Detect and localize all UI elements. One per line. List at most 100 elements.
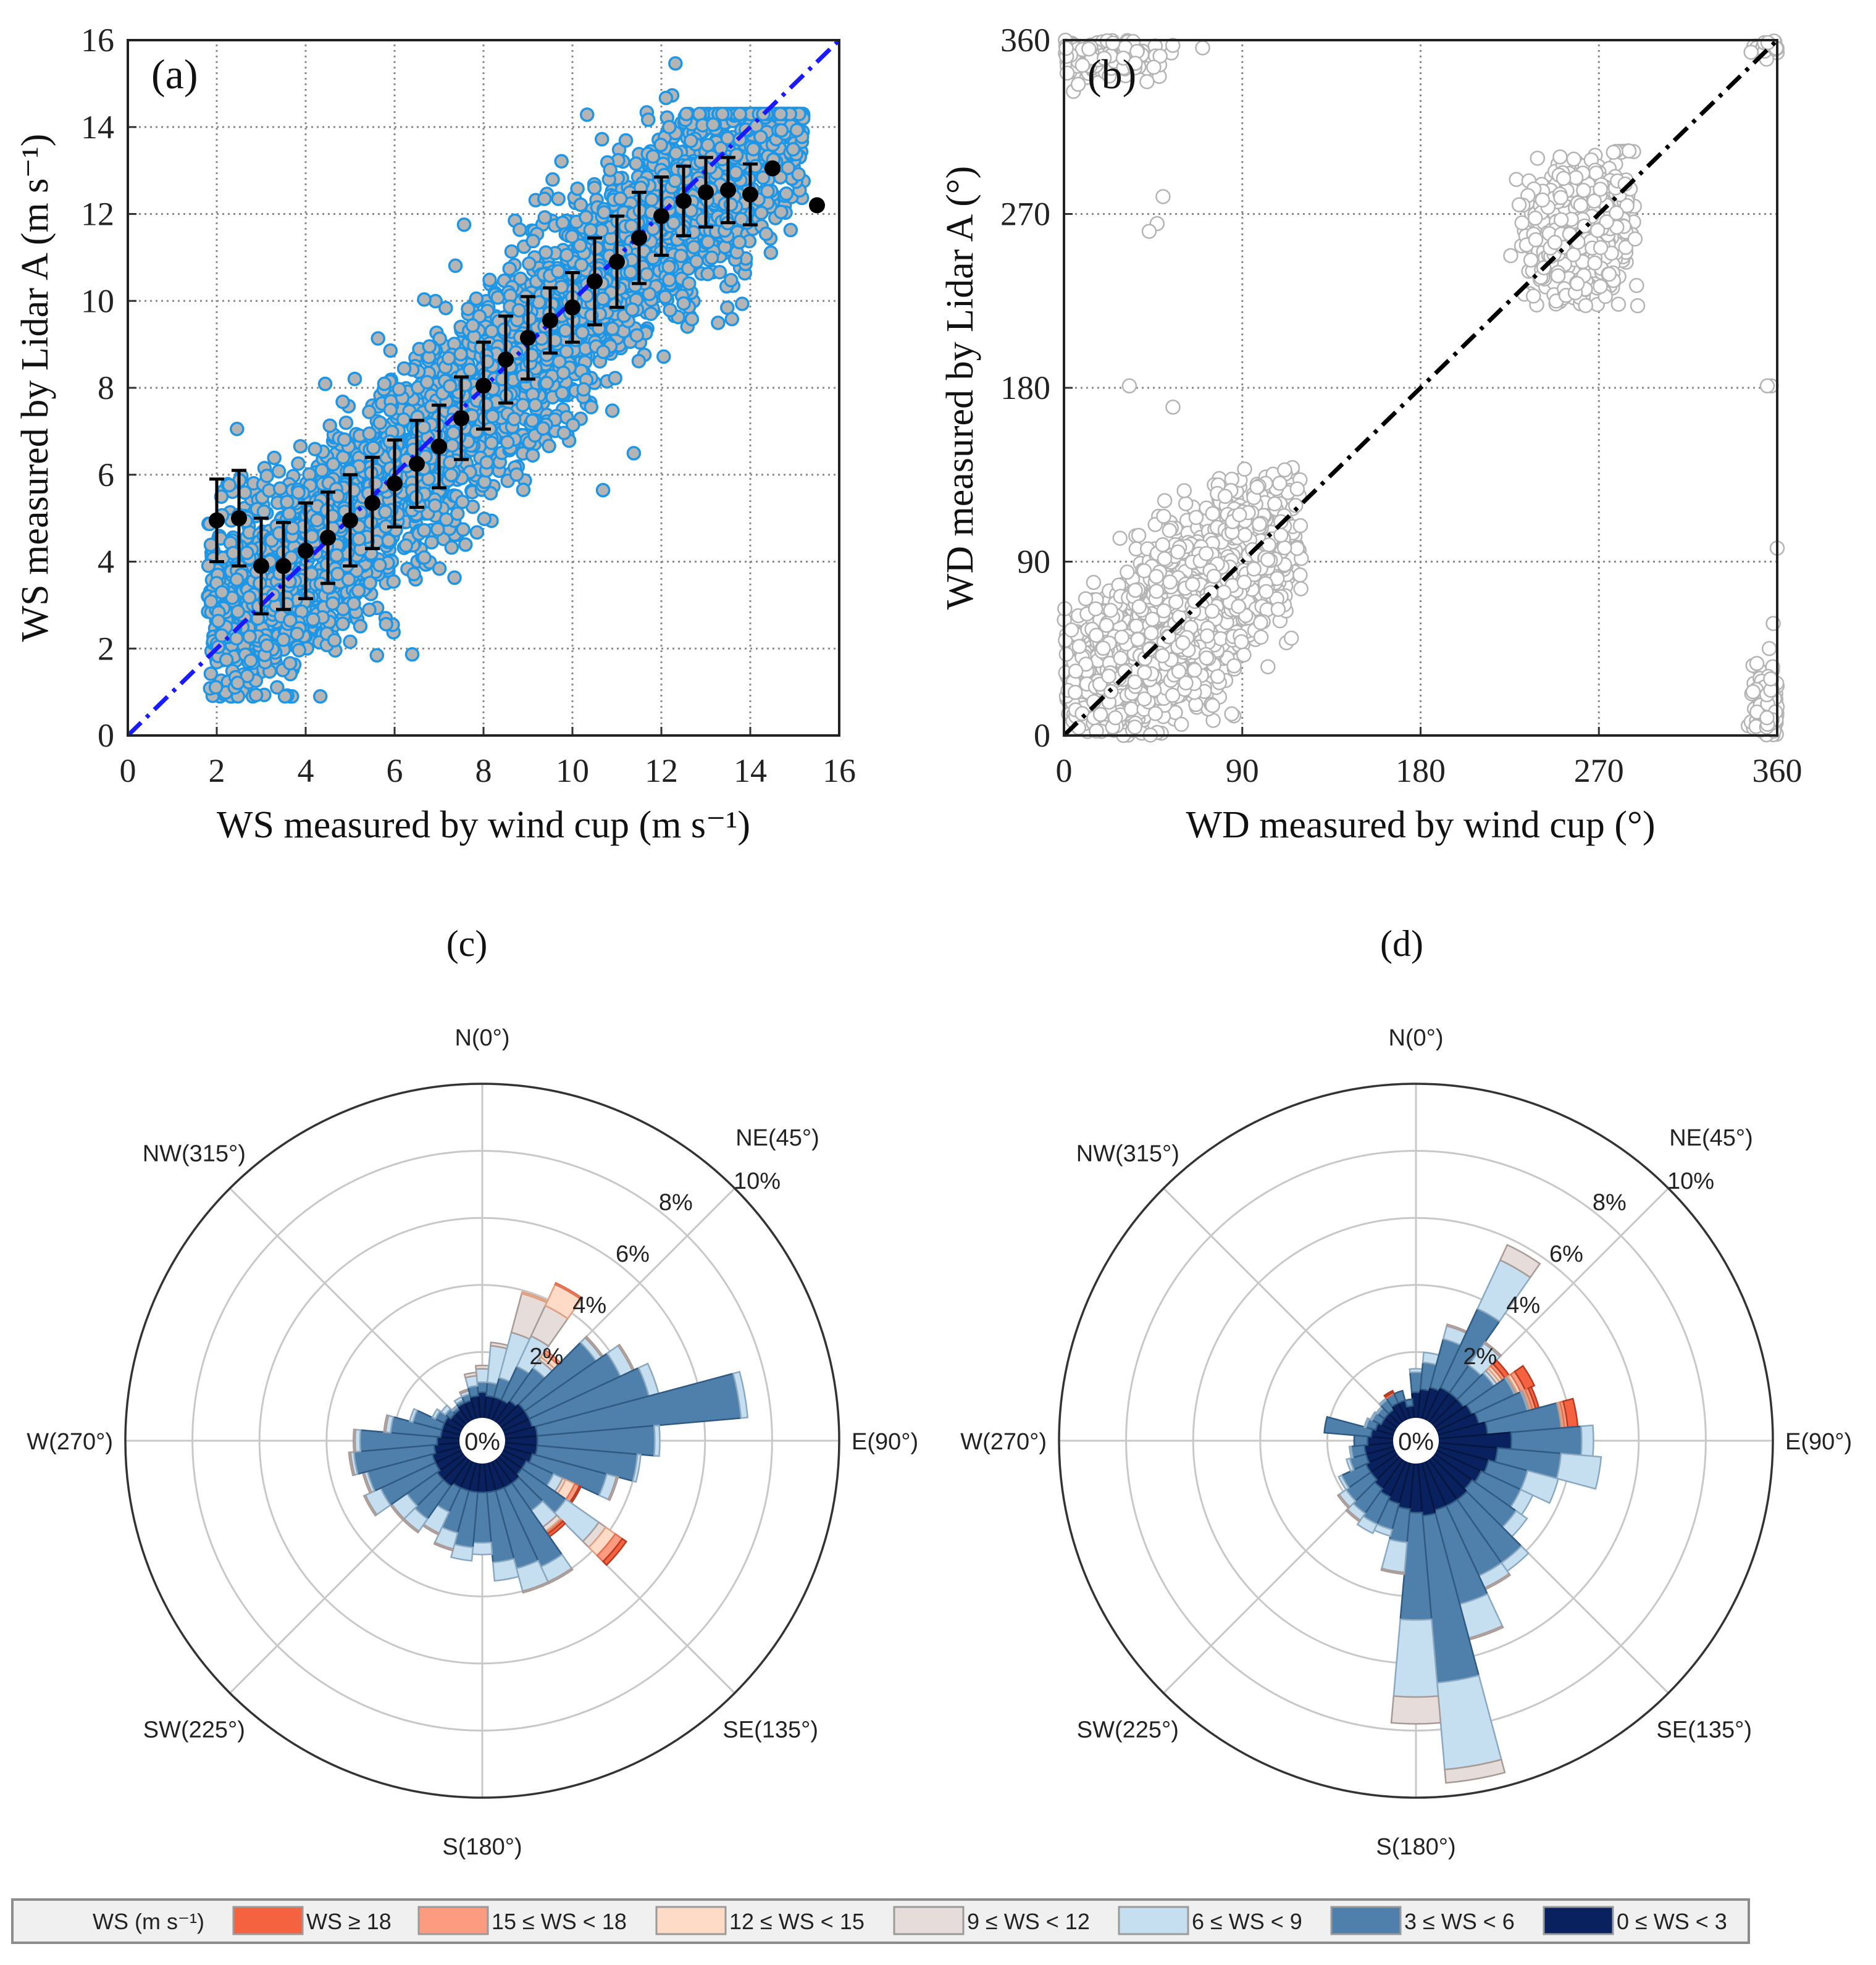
scatter-point	[337, 432, 352, 447]
scatter-point	[720, 300, 735, 315]
scatter-point	[732, 235, 747, 249]
scatter-point	[312, 689, 328, 704]
scatter-point	[575, 325, 590, 340]
scatter-point	[542, 438, 556, 453]
scatter-point	[443, 467, 459, 482]
x-tick-label: 0	[1056, 752, 1073, 789]
scatter-point	[605, 403, 620, 418]
scatter-point	[625, 302, 640, 317]
scatter-point	[1112, 530, 1128, 546]
binned-mean-point	[320, 529, 336, 546]
scatter-point	[712, 264, 727, 280]
y-tick-label: 14	[81, 109, 114, 146]
scatter-point	[383, 343, 398, 358]
binned-mean-point	[253, 558, 269, 574]
scatter-point	[271, 464, 287, 479]
binned-mean-point	[498, 351, 514, 368]
scatter-point	[607, 297, 622, 312]
scatter-point	[509, 467, 524, 482]
scatter-point	[293, 438, 308, 454]
scatter-point	[504, 244, 519, 259]
y-axis-label: WS measured by Lidar A (m s⁻¹)	[14, 134, 56, 642]
scatter-point	[673, 248, 689, 264]
scatter-point	[763, 245, 779, 260]
scatter-point	[456, 217, 472, 232]
scatter-point	[700, 234, 716, 249]
scatter-point	[516, 398, 530, 413]
scatter-point	[272, 481, 288, 496]
scatter-point	[539, 375, 555, 391]
binned-mean-point	[653, 208, 669, 225]
y-tick-label: 6	[98, 456, 114, 493]
scatter-point	[283, 613, 298, 628]
scatter-point	[469, 291, 484, 306]
scatter-point	[570, 181, 585, 196]
scatter-point	[558, 323, 573, 338]
scatter-point	[522, 256, 537, 271]
binned-mean-point	[676, 193, 692, 209]
y-tick-label: 0	[1034, 717, 1050, 754]
scatter-point	[242, 590, 257, 605]
y-tick-label: 10	[81, 282, 114, 319]
scatter-point	[242, 629, 257, 644]
scatter-point	[681, 276, 697, 291]
scatter-point	[525, 448, 540, 463]
x-tick-label: 6	[387, 752, 403, 789]
binned-mean-point	[342, 512, 358, 529]
scatter-point	[309, 513, 324, 528]
scatter-point	[603, 162, 618, 177]
scatter-point	[661, 272, 677, 288]
x-tick-label: 2	[209, 752, 225, 789]
scatter-point	[758, 226, 774, 241]
binned-mean-point	[720, 182, 736, 198]
scatter-point	[306, 612, 320, 627]
scatter-point	[417, 523, 432, 538]
scatter-point	[684, 312, 700, 327]
scatter-point	[595, 291, 611, 306]
scatter-point	[658, 290, 673, 304]
x-tick-label: 180	[1396, 752, 1446, 789]
scatter-point	[502, 261, 517, 276]
binned-mean-point	[587, 273, 603, 290]
y-tick-label: 2	[98, 630, 114, 667]
scatter-point	[392, 382, 407, 396]
scatter-point	[537, 191, 552, 206]
scatter-point	[447, 570, 462, 585]
scatter-point	[545, 172, 560, 187]
binned-mean-point	[275, 558, 291, 574]
scatter-point	[704, 250, 719, 266]
scatter-point	[587, 180, 602, 195]
scatter-point	[291, 485, 306, 500]
scatter-point	[484, 324, 500, 338]
scatter-point	[461, 301, 475, 316]
scatter-point	[377, 376, 392, 392]
scatter-point	[661, 259, 676, 275]
scatter-point	[624, 219, 639, 233]
scatter-point	[666, 216, 681, 230]
scatter-point	[438, 301, 453, 316]
scatter-point	[346, 596, 361, 611]
scatter-point	[378, 505, 393, 519]
scatter-point	[711, 316, 726, 330]
scatter-point	[371, 331, 385, 346]
scatter-point	[596, 345, 611, 359]
scatter-point	[427, 498, 443, 513]
y-tick-label: 12	[81, 196, 114, 233]
y-tick-label: 8	[98, 369, 114, 406]
x-tick-label: 16	[823, 752, 856, 789]
scatter-point	[564, 229, 580, 244]
y-tick-label: 90	[1017, 543, 1050, 580]
scatter-point	[406, 566, 422, 582]
scatter-point	[362, 404, 377, 419]
scatter-point	[595, 132, 609, 147]
scatter-point	[383, 403, 398, 417]
scatter-point	[308, 442, 322, 456]
scatter-point	[783, 222, 798, 238]
scatter-point	[479, 397, 494, 412]
scatter-point	[689, 254, 704, 269]
scatter-point	[663, 303, 677, 317]
scatter-point	[267, 450, 282, 466]
scatter-point	[379, 616, 394, 632]
scatter-point	[645, 149, 661, 164]
scatter-point	[362, 602, 377, 618]
